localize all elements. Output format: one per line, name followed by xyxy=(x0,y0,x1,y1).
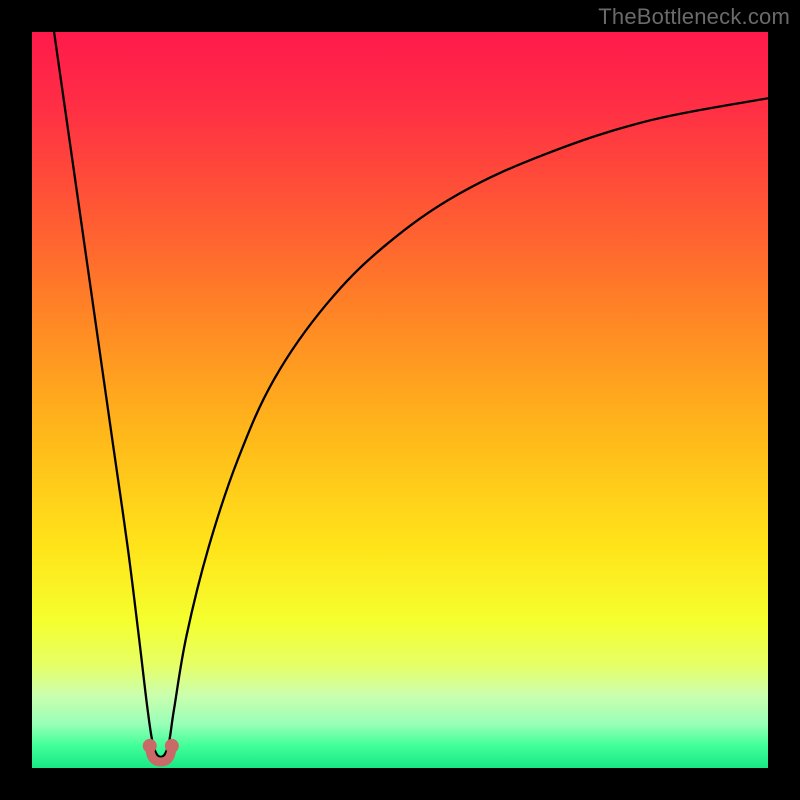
attribution-text: TheBottleneck.com xyxy=(598,4,790,30)
valley-marker-right xyxy=(165,739,178,752)
bottleneck-curve xyxy=(54,32,768,757)
plot-area xyxy=(32,32,768,768)
curve-layer xyxy=(32,32,768,768)
valley-marker-left xyxy=(143,739,156,752)
chart-container: TheBottleneck.com xyxy=(0,0,800,800)
